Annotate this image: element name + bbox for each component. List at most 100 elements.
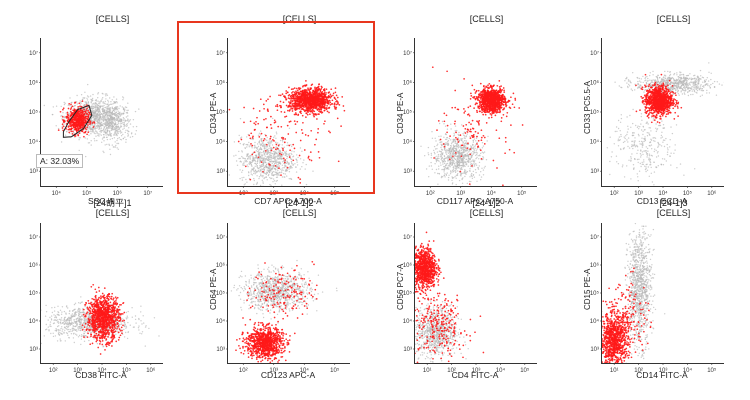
ungated-event bbox=[295, 158, 297, 160]
ungated-event bbox=[258, 132, 261, 134]
gated-event bbox=[331, 99, 334, 102]
plot-panel-1: [CELLS] 10⁴ 10⁵ 10⁶ 10⁷ 10⁷ 10⁶ 10⁵ 10⁴ 10³ A: 3… bbox=[0, 14, 187, 214]
ungated-event bbox=[453, 162, 456, 165]
ungated-event bbox=[438, 150, 441, 152]
ungated-event bbox=[455, 183, 457, 186]
ungated-event bbox=[447, 159, 449, 161]
ungated-event bbox=[91, 108, 93, 110]
ungated-event bbox=[469, 159, 471, 161]
ungated-event bbox=[455, 164, 457, 167]
ungated-event bbox=[438, 157, 440, 160]
gated-event bbox=[306, 113, 309, 116]
ungated-event bbox=[281, 151, 283, 154]
ungated-event bbox=[122, 117, 125, 119]
ungated-event bbox=[448, 162, 451, 164]
ungated-event bbox=[103, 109, 106, 111]
ungated-event bbox=[89, 125, 91, 128]
gated-event bbox=[303, 96, 306, 99]
gated-event bbox=[262, 170, 264, 173]
ungated-event bbox=[297, 156, 299, 159]
ungated-event bbox=[112, 122, 114, 124]
ungated-event bbox=[97, 124, 100, 127]
ungated-event bbox=[96, 106, 98, 108]
gated-event bbox=[288, 156, 291, 158]
ungated-event bbox=[94, 104, 97, 107]
ungated-event bbox=[467, 160, 470, 162]
ungated-event bbox=[258, 167, 261, 169]
gated-event bbox=[79, 112, 81, 115]
gated-event bbox=[289, 105, 292, 108]
ungated-event bbox=[116, 102, 118, 104]
ungated-event bbox=[101, 138, 104, 140]
ungated-event bbox=[279, 163, 282, 165]
ungated-event bbox=[443, 136, 445, 138]
gated-event bbox=[284, 159, 286, 161]
ungated-event bbox=[475, 149, 477, 151]
gated-event bbox=[256, 116, 258, 119]
ungated-event bbox=[451, 159, 453, 162]
ungated-event bbox=[276, 166, 278, 168]
ungated-event bbox=[474, 145, 476, 147]
ungated-event bbox=[238, 157, 240, 160]
gated-event bbox=[325, 92, 327, 94]
ungated-event bbox=[452, 182, 454, 184]
ungated-event bbox=[279, 150, 281, 152]
ungated-event bbox=[477, 168, 480, 170]
ungated-event bbox=[441, 161, 444, 163]
gated-event bbox=[316, 90, 319, 92]
ungated-event bbox=[272, 170, 274, 173]
gated-event bbox=[295, 104, 298, 107]
gated-event bbox=[320, 88, 323, 90]
ungated-event bbox=[100, 121, 102, 124]
gated-event bbox=[328, 130, 330, 133]
ungated-event bbox=[454, 130, 456, 132]
ungated-event bbox=[113, 101, 115, 103]
gate-polygon[interactable] bbox=[62, 104, 93, 138]
ungated-event bbox=[93, 104, 95, 106]
ungated-event bbox=[280, 171, 283, 174]
ungated-event bbox=[99, 115, 101, 117]
ungated-event bbox=[111, 107, 113, 109]
gated-event bbox=[307, 88, 310, 91]
ungated-event bbox=[262, 150, 265, 153]
ungated-event bbox=[256, 143, 259, 145]
ungated-event bbox=[464, 151, 466, 153]
ungated-event bbox=[435, 161, 438, 163]
gated-event bbox=[292, 159, 295, 162]
ungated-event bbox=[117, 115, 119, 117]
gated-event bbox=[91, 122, 94, 124]
ungated-event bbox=[299, 168, 301, 170]
ungated-event bbox=[248, 172, 250, 174]
ungated-event bbox=[469, 135, 471, 138]
ungated-event bbox=[114, 131, 116, 134]
gated-event bbox=[318, 113, 320, 115]
ungated-event bbox=[99, 107, 101, 109]
ungated-event bbox=[79, 106, 81, 109]
gated-event bbox=[290, 88, 293, 91]
gated-event bbox=[310, 98, 313, 100]
ungated-event bbox=[277, 161, 280, 163]
gated-event bbox=[258, 136, 261, 138]
ungated-event bbox=[109, 117, 111, 120]
gated-event bbox=[328, 99, 331, 102]
ungated-event bbox=[292, 164, 294, 167]
gated-event bbox=[280, 136, 283, 139]
ungated-event bbox=[248, 146, 250, 148]
ungated-event bbox=[242, 157, 244, 159]
ungated-event bbox=[267, 167, 270, 170]
ungated-event bbox=[93, 131, 95, 133]
ungated-event bbox=[441, 159, 443, 162]
ungated-event bbox=[267, 152, 270, 154]
gated-event bbox=[287, 133, 290, 135]
ungated-event bbox=[96, 116, 99, 118]
gated-event bbox=[324, 101, 327, 104]
gated-event bbox=[269, 137, 272, 140]
gated-event bbox=[250, 132, 253, 135]
gated-event bbox=[72, 124, 75, 126]
y-tick-label: 10⁶ bbox=[216, 79, 226, 86]
ungated-event bbox=[276, 157, 279, 160]
ungated-event bbox=[261, 165, 264, 168]
ungated-event bbox=[102, 119, 104, 121]
ungated-event bbox=[114, 102, 116, 104]
ungated-event bbox=[445, 150, 447, 152]
